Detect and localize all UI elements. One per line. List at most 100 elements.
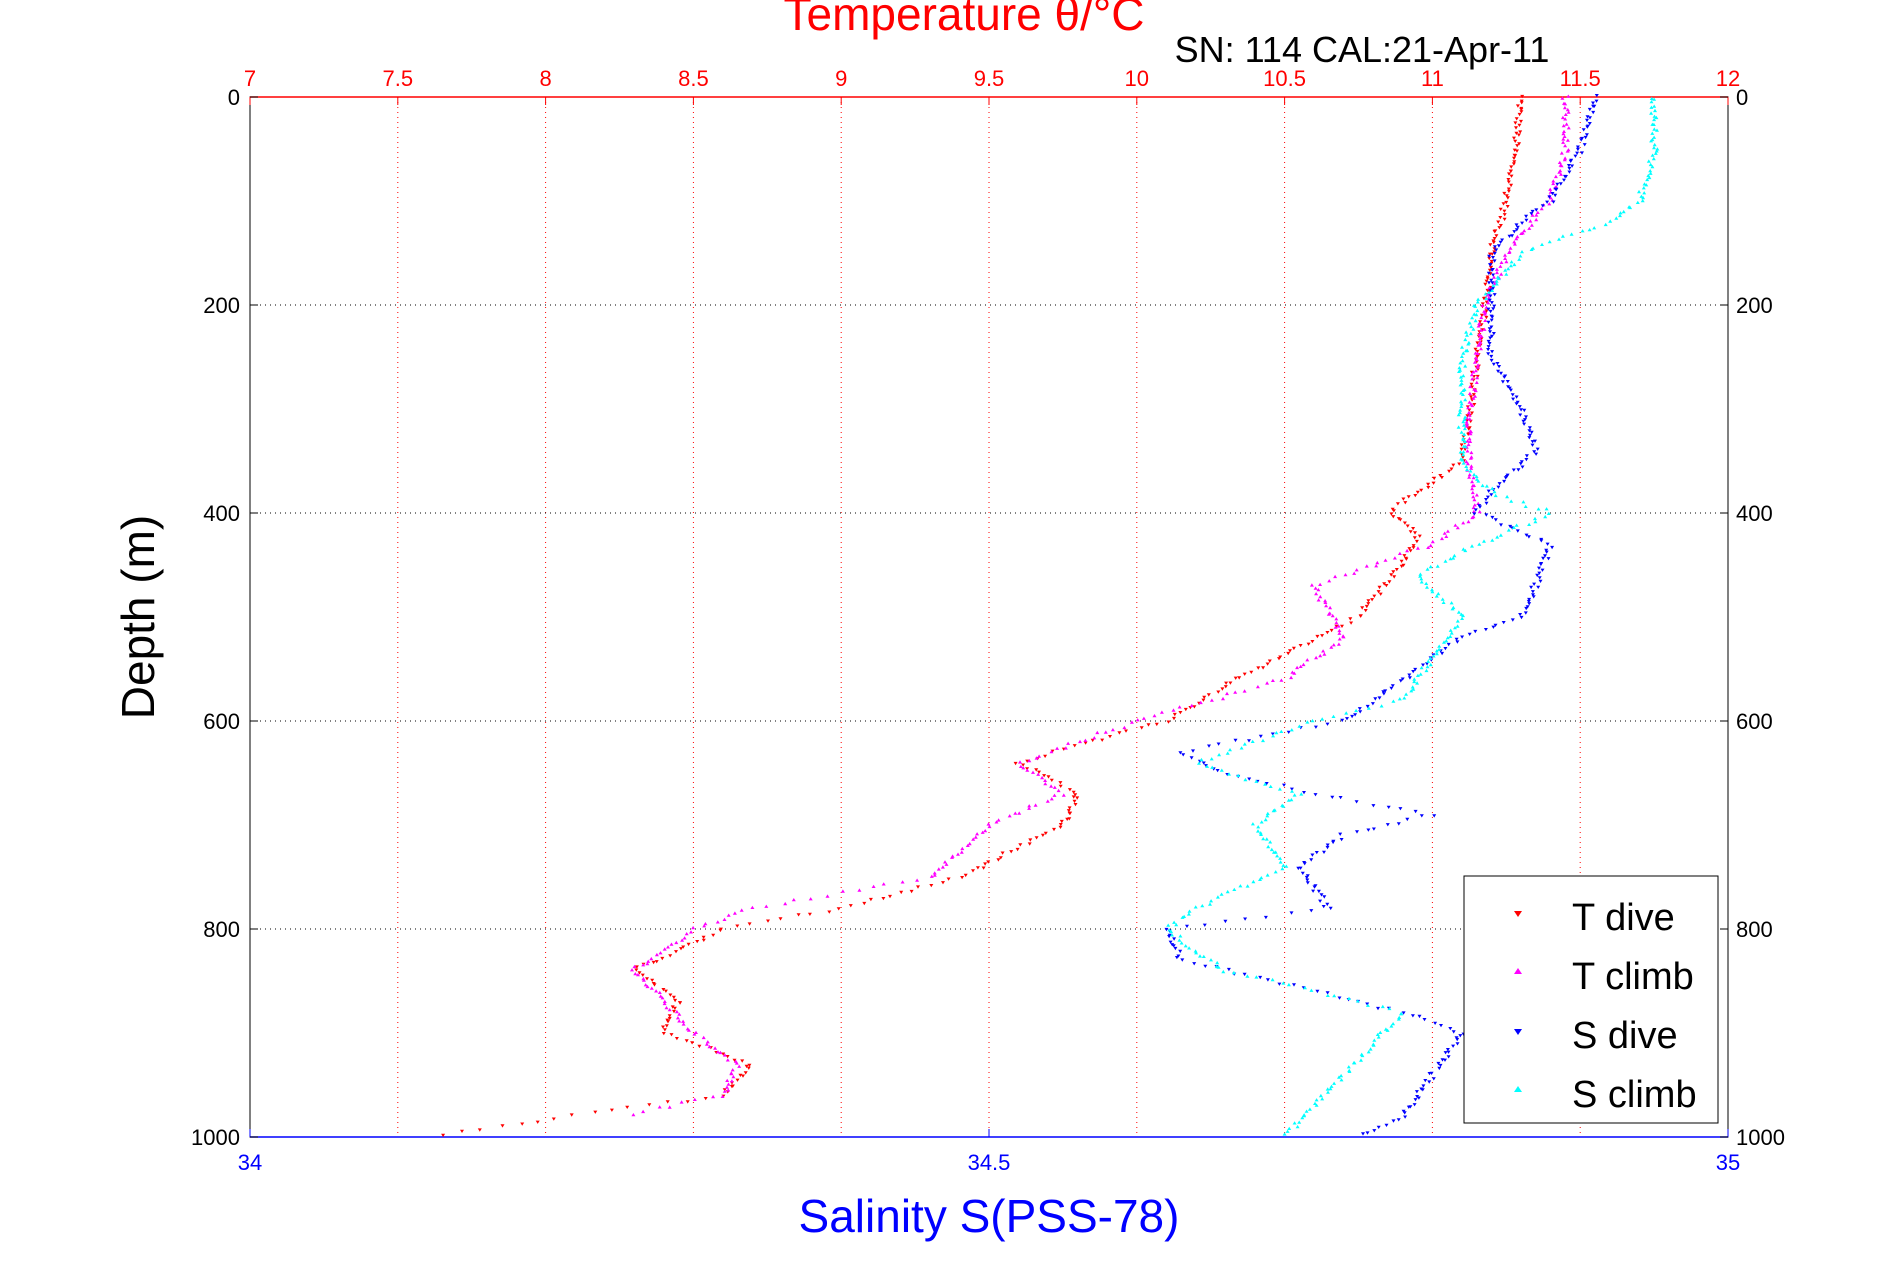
data-point-t-dive — [1391, 515, 1396, 519]
data-point-s-dive — [1446, 1055, 1451, 1059]
data-point-s-dive — [1377, 696, 1382, 700]
data-point-t-dive — [1487, 256, 1492, 261]
data-point-t-dive — [650, 978, 655, 982]
data-point-s-dive — [1316, 889, 1321, 894]
data-point-s-climb — [1221, 969, 1226, 974]
data-point-s-climb — [1637, 189, 1641, 194]
data-point-t-dive — [1360, 606, 1365, 610]
data-point-s-climb — [1299, 792, 1304, 796]
data-point-t-climb — [900, 880, 905, 884]
data-point-s-dive — [1416, 1096, 1421, 1100]
data-point-s-dive — [1494, 248, 1499, 252]
data-point-s-climb — [1302, 1114, 1307, 1118]
data-point-s-dive — [1226, 967, 1231, 972]
data-point-s-climb — [1219, 892, 1224, 896]
data-point-s-dive — [1396, 822, 1401, 826]
data-point-s-dive — [1451, 1030, 1456, 1034]
data-point-s-climb — [1448, 634, 1453, 638]
data-point-t-climb — [1316, 588, 1321, 592]
data-point-t-climb — [667, 1105, 672, 1109]
data-point-s-dive — [1282, 783, 1286, 787]
data-point-t-climb — [718, 1050, 723, 1055]
data-point-t-climb — [1473, 394, 1478, 398]
data-point-t-climb — [674, 940, 679, 945]
data-point-t-climb — [1318, 653, 1323, 658]
data-point-t-dive — [1514, 117, 1519, 121]
data-point-s-climb — [1329, 1084, 1334, 1088]
data-point-t-climb — [929, 874, 934, 878]
data-point-s-climb — [1368, 1047, 1373, 1051]
data-point-t-climb — [959, 850, 964, 854]
data-point-s-climb — [1461, 388, 1466, 392]
data-point-t-dive — [1366, 602, 1371, 606]
data-point-t-climb — [722, 1053, 727, 1057]
data-point-t-climb — [1189, 703, 1194, 708]
data-point-s-climb — [1268, 784, 1273, 788]
data-point-t-dive — [1382, 582, 1387, 586]
data-point-s-dive — [1325, 845, 1330, 850]
data-point-s-climb — [1238, 884, 1243, 888]
data-point-s-dive — [1583, 135, 1588, 140]
data-point-s-dive — [1587, 122, 1592, 126]
data-point-t-dive — [1415, 490, 1420, 494]
data-point-s-climb — [1355, 999, 1360, 1003]
data-point-s-climb — [1652, 114, 1657, 118]
data-point-t-dive — [778, 917, 783, 921]
data-point-s-climb — [1371, 1043, 1376, 1047]
data-point-t-dive — [1071, 790, 1076, 794]
data-point-t-dive — [1447, 469, 1452, 473]
data-point-s-climb — [1318, 1093, 1323, 1098]
data-point-t-climb — [1560, 96, 1565, 100]
data-point-t-climb — [1043, 782, 1048, 786]
data-point-s-climb — [1459, 375, 1463, 379]
data-point-t-climb — [1473, 388, 1478, 393]
data-point-s-climb — [1307, 1107, 1312, 1111]
data-point-t-dive — [1466, 427, 1471, 431]
data-point-t-climb — [1341, 635, 1346, 639]
tick-label-left-400: 400 — [203, 501, 240, 526]
data-point-t-climb — [956, 852, 960, 856]
data-point-s-climb — [1641, 186, 1646, 190]
data-point-t-climb — [1316, 598, 1321, 602]
data-point-t-dive — [1498, 216, 1503, 220]
data-point-s-climb — [1603, 222, 1608, 227]
data-point-t-climb — [1514, 236, 1519, 241]
data-point-s-dive — [1488, 294, 1493, 298]
data-point-t-climb — [1512, 242, 1517, 246]
data-point-t-dive — [1394, 568, 1399, 572]
data-point-s-climb — [1332, 1081, 1337, 1085]
data-point-t-climb — [729, 1072, 734, 1076]
tick-label-top-8.5: 8.5 — [678, 66, 709, 91]
data-point-t-climb — [1472, 360, 1477, 364]
data-point-t-climb — [1468, 456, 1473, 460]
data-point-s-climb — [1533, 516, 1537, 521]
data-point-t-climb — [1464, 459, 1469, 464]
data-point-t-dive — [1237, 676, 1242, 680]
data-point-s-climb — [1331, 714, 1336, 718]
data-point-t-climb — [1499, 260, 1504, 264]
data-point-s-dive — [1591, 101, 1595, 105]
data-point-t-dive — [1310, 640, 1315, 644]
data-point-s-dive — [1497, 482, 1502, 486]
data-point-s-climb — [1366, 1050, 1371, 1054]
data-point-s-climb — [1314, 1103, 1319, 1107]
data-point-s-climb — [1228, 748, 1232, 752]
data-point-t-dive — [1411, 544, 1416, 548]
legend-item-s-dive: S dive — [1514, 1015, 1678, 1057]
data-point-t-dive — [681, 945, 686, 949]
data-point-s-dive — [1486, 271, 1491, 275]
data-point-t-dive — [718, 928, 723, 933]
data-point-t-dive — [640, 973, 645, 977]
data-point-s-climb — [1428, 662, 1433, 667]
data-point-s-climb — [1227, 772, 1231, 776]
data-point-s-dive — [1524, 458, 1529, 462]
data-point-s-climb — [1437, 644, 1442, 648]
data-point-t-dive — [735, 1078, 740, 1082]
data-point-t-dive — [1183, 707, 1188, 712]
data-point-s-climb — [1652, 142, 1657, 147]
data-point-s-dive — [1564, 175, 1568, 179]
data-point-t-climb — [658, 994, 663, 998]
data-point-t-dive — [1220, 687, 1225, 691]
data-point-s-dive — [1558, 182, 1563, 186]
tick-label-top-12: 12 — [1716, 66, 1740, 91]
